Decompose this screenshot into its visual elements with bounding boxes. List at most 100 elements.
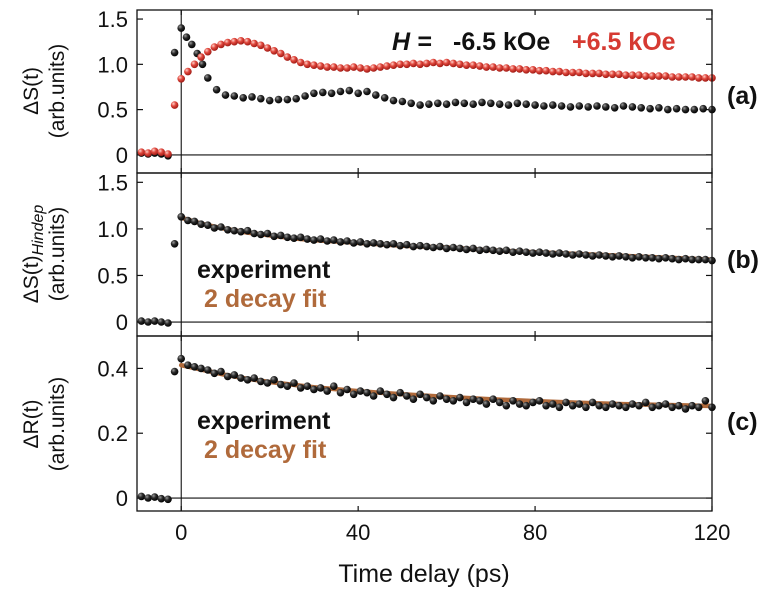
data-point xyxy=(363,388,371,397)
data-point xyxy=(664,105,672,114)
data-point xyxy=(144,318,152,326)
data-point xyxy=(383,62,391,70)
data-point xyxy=(595,251,603,259)
y-tick-label: 1.5 xyxy=(97,170,128,195)
y-tick-label: 0.4 xyxy=(97,356,128,381)
data-point xyxy=(369,392,378,400)
data-point xyxy=(248,93,256,101)
data-point xyxy=(398,97,407,106)
x-tick-label: 80 xyxy=(523,520,547,545)
data-point xyxy=(380,94,389,102)
data-point xyxy=(257,230,265,239)
data-point xyxy=(535,397,544,405)
fit-line xyxy=(178,215,715,262)
data-point xyxy=(522,401,530,410)
data-point xyxy=(204,221,212,229)
data-point xyxy=(210,43,219,51)
data-point xyxy=(608,252,617,261)
data-point xyxy=(661,72,670,80)
data-point xyxy=(641,398,650,407)
data-point xyxy=(628,400,637,408)
data-point xyxy=(522,66,530,74)
data-point xyxy=(602,403,610,412)
legend-field-label: H = xyxy=(392,28,432,56)
data-point xyxy=(137,492,146,501)
data-point xyxy=(330,382,338,391)
data-point xyxy=(442,395,451,404)
data-point xyxy=(336,87,345,96)
data-point xyxy=(648,72,657,80)
panel-b-marks xyxy=(137,213,716,327)
data-point xyxy=(436,392,444,400)
data-point xyxy=(495,247,504,255)
data-point xyxy=(164,319,172,327)
data-point xyxy=(150,493,159,501)
data-point xyxy=(661,253,670,262)
data-point xyxy=(529,66,537,74)
data-point xyxy=(349,390,358,399)
data-point xyxy=(615,401,623,410)
x-tick-label: 40 xyxy=(346,520,370,545)
data-point xyxy=(416,60,424,69)
data-point xyxy=(575,250,584,258)
data-point xyxy=(615,252,623,260)
data-point xyxy=(549,67,557,76)
data-point xyxy=(184,67,192,76)
data-point xyxy=(177,24,185,32)
x-axis: 0 40 80 120 xyxy=(175,520,730,545)
data-point xyxy=(688,255,696,264)
data-point xyxy=(635,401,643,410)
data-point xyxy=(509,65,517,73)
data-point xyxy=(449,397,458,405)
data-point xyxy=(223,372,232,381)
data-point xyxy=(363,240,371,248)
data-point xyxy=(549,250,557,258)
panel-c-frame xyxy=(136,335,713,512)
data-point xyxy=(190,363,199,371)
data-point xyxy=(144,149,152,157)
data-point xyxy=(270,376,278,384)
data-point xyxy=(478,98,486,107)
data-point xyxy=(482,400,491,408)
data-point xyxy=(290,234,298,242)
data-point xyxy=(217,367,225,376)
data-point xyxy=(602,252,610,260)
data-point xyxy=(681,105,690,114)
data-point xyxy=(582,403,590,412)
data-point xyxy=(557,102,566,110)
panel-c-ylabel: ΔR(t) xyxy=(20,399,43,448)
data-point xyxy=(487,99,495,108)
data-point xyxy=(283,233,292,242)
data-point xyxy=(675,255,683,264)
data-point xyxy=(681,73,690,81)
data-point xyxy=(336,238,345,246)
legend-item-2-decay-fit: 2 decay fit xyxy=(204,285,327,313)
data-point xyxy=(456,244,464,253)
data-point xyxy=(462,61,471,69)
data-point xyxy=(383,240,391,249)
data-point xyxy=(456,60,464,69)
data-point xyxy=(157,148,166,156)
data-point xyxy=(330,236,338,244)
data-point xyxy=(221,91,230,99)
data-point xyxy=(327,89,336,98)
x-axis-label: Time delay (ps) xyxy=(338,560,509,588)
data-point xyxy=(409,395,418,404)
data-point xyxy=(701,74,710,82)
data-point xyxy=(502,401,511,410)
data-point xyxy=(150,317,159,325)
legend-item-minus-6-5-koe: -6.5 kOe xyxy=(453,28,550,56)
data-point xyxy=(504,101,513,109)
data-point xyxy=(690,105,699,114)
data-point xyxy=(230,371,239,379)
data-point xyxy=(376,387,385,395)
data-point xyxy=(409,242,418,251)
data-point xyxy=(648,403,657,412)
data-point xyxy=(197,53,205,61)
data-point xyxy=(310,89,318,98)
data-point xyxy=(210,369,219,378)
data-point xyxy=(582,251,590,259)
data-point xyxy=(622,252,630,261)
data-point xyxy=(619,102,628,110)
data-point xyxy=(230,92,239,100)
